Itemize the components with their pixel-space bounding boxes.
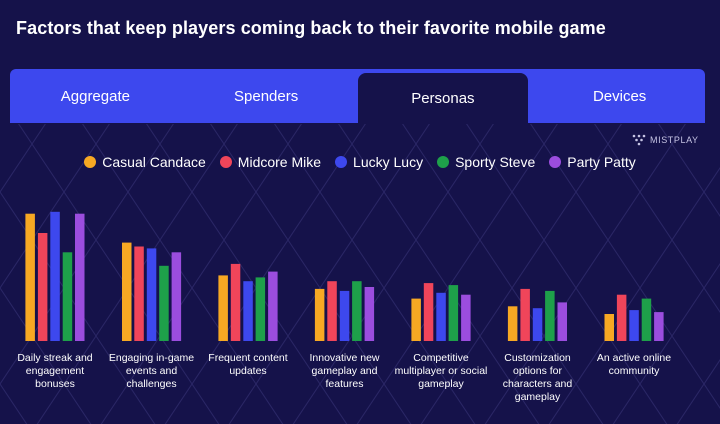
legend-label: Sporty Steve [455, 154, 536, 170]
bar-party-patty-cat-2[interactable] [171, 252, 182, 341]
bar-casual-candace-cat-3[interactable] [218, 275, 228, 341]
bar-sporty-steve-cat-1[interactable] [62, 252, 73, 341]
tab-personas[interactable]: Personas [357, 73, 529, 123]
bar-sporty-steve-cat-7[interactable] [641, 298, 652, 341]
bar-midcore-mike-cat-7[interactable] [616, 294, 627, 341]
bar-lucky-lucy-cat-2[interactable] [146, 248, 157, 341]
bar-sporty-steve-cat-4[interactable] [352, 281, 362, 341]
legend-item-casual-candace[interactable]: Casual Candace [84, 154, 206, 170]
bar-party-patty-cat-3[interactable] [268, 271, 278, 341]
bar-party-patty-cat-7[interactable] [654, 312, 664, 341]
tab-spenders[interactable]: Spenders [234, 87, 299, 105]
bar-midcore-mike-cat-3[interactable] [230, 263, 241, 341]
legend-label: Casual Candace [102, 154, 206, 170]
bar-party-patty-cat-1[interactable] [75, 213, 85, 341]
bar-casual-candace-cat-1[interactable] [25, 213, 35, 341]
bar-sporty-steve-cat-5[interactable] [448, 285, 459, 341]
legend-item-party-patty[interactable]: Party Patty [549, 154, 636, 170]
bar-midcore-mike-cat-5[interactable] [423, 283, 434, 341]
tab-bar: Aggregate Spenders Personas Devices [10, 69, 705, 123]
bar-sporty-steve-cat-3[interactable] [255, 277, 266, 341]
category-label: Customization options for characters and… [502, 352, 573, 403]
category-label: Competitive multiplayer or social gamepl… [394, 352, 488, 390]
legend-label: Lucky Lucy [353, 154, 424, 170]
bar-casual-candace-cat-4[interactable] [314, 288, 325, 341]
category-label: An active online community [596, 352, 672, 377]
legend-item-lucky-lucy[interactable]: Lucky Lucy [335, 154, 423, 170]
bar-lucky-lucy-cat-3[interactable] [243, 281, 253, 341]
chart-legend: Casual Candace Midcore Mike Lucky Lucy S… [0, 154, 720, 170]
bar-lucky-lucy-cat-4[interactable] [339, 290, 350, 341]
category-label: Frequent content updates [208, 352, 288, 377]
bar-midcore-mike-cat-4[interactable] [327, 281, 337, 341]
legend-item-midcore-mike[interactable]: Midcore Mike [219, 154, 322, 170]
legend-item-sporty-steve[interactable]: Sporty Steve [437, 154, 535, 170]
bar-midcore-mike-cat-2[interactable] [134, 246, 144, 342]
bar-lucky-lucy-cat-6[interactable] [532, 308, 543, 341]
bar-midcore-mike-cat-6[interactable] [520, 288, 530, 341]
legend-swatch [219, 156, 232, 168]
bar-sporty-steve-cat-2[interactable] [159, 265, 169, 341]
tab-devices[interactable]: Devices [592, 87, 647, 105]
bar-casual-candace-cat-7[interactable] [604, 314, 615, 341]
bar-lucky-lucy-cat-5[interactable] [436, 292, 446, 341]
bar-lucky-lucy-cat-1[interactable] [50, 211, 60, 341]
category-label: Innovative new gameplay and features [309, 352, 380, 390]
bar-casual-candace-cat-5[interactable] [411, 298, 421, 341]
bar-party-patty-cat-6[interactable] [557, 302, 568, 341]
bar-casual-candace-cat-2[interactable] [122, 242, 132, 341]
legend-swatch [84, 156, 97, 168]
tab-aggregate[interactable]: Aggregate [60, 87, 130, 105]
legend-label: Party Patty [567, 154, 636, 170]
bar-lucky-lucy-cat-7[interactable] [629, 310, 639, 341]
page-title: Factors that keep players coming back to… [16, 18, 606, 38]
category-label: Daily streak and engagement bonuses [17, 352, 93, 390]
legend-swatch [549, 156, 562, 168]
legend-swatch [437, 156, 450, 168]
brand-name: MISTPLAY [650, 135, 699, 145]
bar-sporty-steve-cat-6[interactable] [545, 290, 555, 341]
brand-logo: MISTPLAY [632, 134, 699, 146]
legend-label: Midcore Mike [237, 154, 322, 170]
legend-swatch [335, 156, 348, 168]
bar-casual-candace-cat-6[interactable] [507, 306, 518, 341]
bar-party-patty-cat-5[interactable] [461, 294, 471, 341]
category-label: Engaging in-game events and challenges [108, 352, 195, 390]
bar-midcore-mike-cat-1[interactable] [37, 233, 48, 341]
bar-party-patty-cat-4[interactable] [364, 287, 375, 341]
mistplay-logo-icon [632, 134, 646, 146]
